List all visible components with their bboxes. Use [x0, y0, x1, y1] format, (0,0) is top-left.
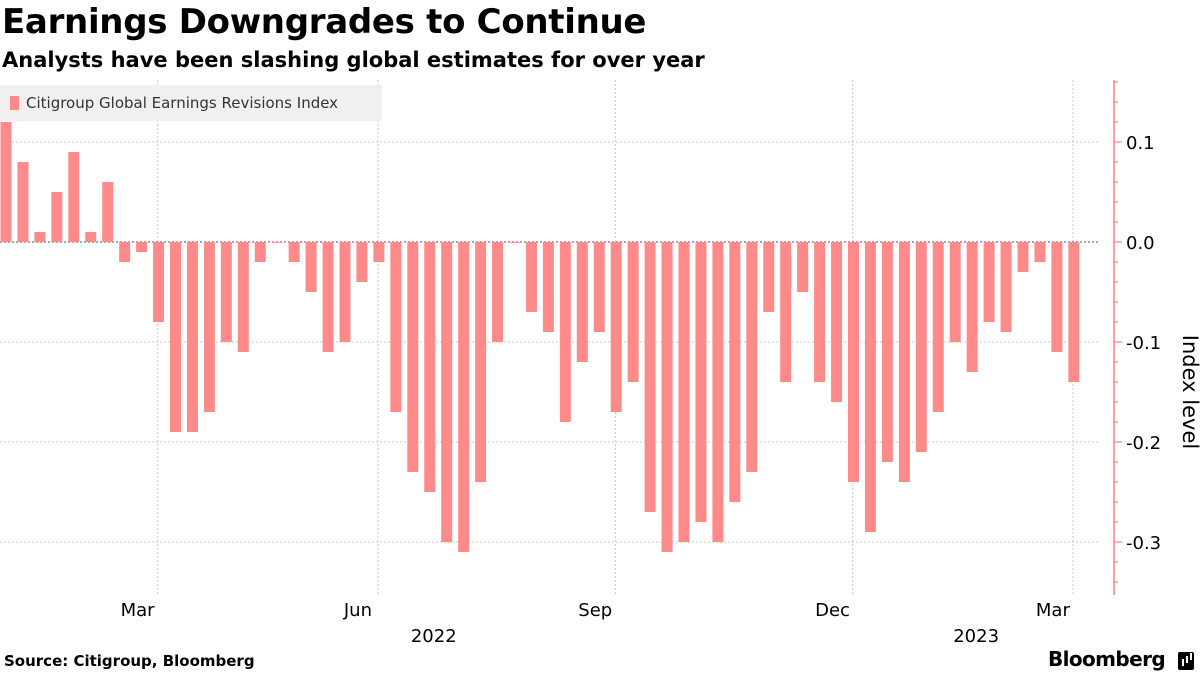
bar — [136, 242, 148, 252]
bar — [949, 242, 961, 342]
bar — [898, 242, 910, 482]
bar — [203, 242, 215, 412]
bar — [881, 242, 893, 462]
bar — [610, 242, 622, 412]
y-axis: 0.1 0.0 -0.1 -0.2 -0.3 — [1113, 80, 1161, 595]
bar — [407, 242, 419, 472]
bar — [254, 242, 266, 262]
bar — [932, 242, 944, 412]
bar — [966, 242, 978, 372]
bar — [170, 242, 181, 432]
bar — [441, 242, 453, 542]
bar — [390, 242, 402, 412]
bar — [729, 242, 741, 502]
bar — [661, 242, 673, 552]
bar — [831, 242, 843, 402]
bar — [983, 242, 995, 322]
bar — [322, 242, 334, 352]
source-note: Source: Citigroup, Bloomberg — [4, 652, 255, 670]
bar — [237, 242, 249, 352]
bar-chart-icon — [1178, 652, 1194, 670]
bar — [593, 242, 605, 332]
bar — [305, 242, 317, 292]
bar — [458, 242, 470, 552]
bar-series — [0, 122, 1080, 552]
bar — [712, 242, 724, 542]
bar — [34, 232, 46, 242]
bar — [68, 152, 80, 242]
bar — [627, 242, 639, 382]
y-tick-label: 0.0 — [1126, 233, 1155, 254]
legend: Citigroup Global Earnings Revisions Inde… — [0, 85, 382, 121]
bar — [1017, 242, 1029, 272]
x-tick-label: Sep — [578, 600, 612, 621]
bar — [559, 242, 571, 422]
bar — [220, 242, 232, 342]
x-tick-label: Jun — [343, 600, 372, 621]
bar — [475, 242, 487, 482]
bar — [424, 242, 436, 492]
legend-background — [0, 85, 382, 121]
x-tick-label: Mar — [1036, 600, 1071, 621]
bar — [695, 242, 707, 522]
bar — [915, 242, 927, 452]
x-axis-labels: Mar Jun Sep Dec Mar 2022 2023 — [121, 600, 1071, 647]
y-axis-title: Index level — [1178, 335, 1200, 449]
bar — [339, 242, 351, 342]
bar — [509, 242, 520, 243]
legend-swatch — [10, 96, 19, 110]
bar — [1051, 242, 1063, 352]
bloomberg-logo: Bloomberg — [1048, 647, 1166, 671]
bar — [271, 242, 283, 243]
y-tick-label: 0.1 — [1126, 133, 1155, 154]
y-tick-label: -0.2 — [1126, 433, 1161, 454]
bar — [1068, 242, 1080, 382]
bar — [644, 242, 656, 512]
bar — [542, 242, 554, 332]
bar-chart: 0.1 0.0 -0.1 -0.2 -0.3 Mar Jun Sep Dec Mar 2022 20… — [0, 80, 1200, 647]
bar — [797, 242, 809, 292]
bar — [1034, 242, 1046, 262]
bar — [85, 232, 97, 242]
bar — [746, 242, 758, 472]
bar — [1000, 242, 1012, 332]
chart-subtitle: Analysts have been slashing global estim… — [2, 48, 705, 72]
bar — [0, 122, 12, 242]
bar — [373, 242, 385, 262]
bar — [864, 242, 876, 532]
bar — [119, 242, 131, 262]
bar — [763, 242, 775, 312]
x-tick-label: Dec — [815, 600, 850, 621]
bar — [288, 242, 300, 262]
x-year-label: 2022 — [411, 626, 457, 647]
bar — [492, 242, 504, 342]
x-year-label: 2023 — [953, 626, 999, 647]
bar — [17, 162, 29, 242]
bar — [576, 242, 588, 362]
bar — [153, 242, 165, 322]
bar — [678, 242, 690, 542]
chart-title: Earnings Downgrades to Continue — [2, 2, 647, 42]
x-tick-label: Mar — [121, 600, 156, 621]
y-tick-label: -0.3 — [1126, 533, 1161, 554]
bar — [51, 192, 63, 242]
bar — [102, 182, 114, 242]
bar — [848, 242, 859, 482]
bar — [186, 242, 198, 432]
legend-label: Citigroup Global Earnings Revisions Inde… — [26, 94, 338, 112]
bar — [356, 242, 368, 282]
bar — [525, 242, 537, 312]
bar — [780, 242, 792, 382]
y-tick-label: -0.1 — [1126, 333, 1161, 354]
bar — [814, 242, 826, 382]
